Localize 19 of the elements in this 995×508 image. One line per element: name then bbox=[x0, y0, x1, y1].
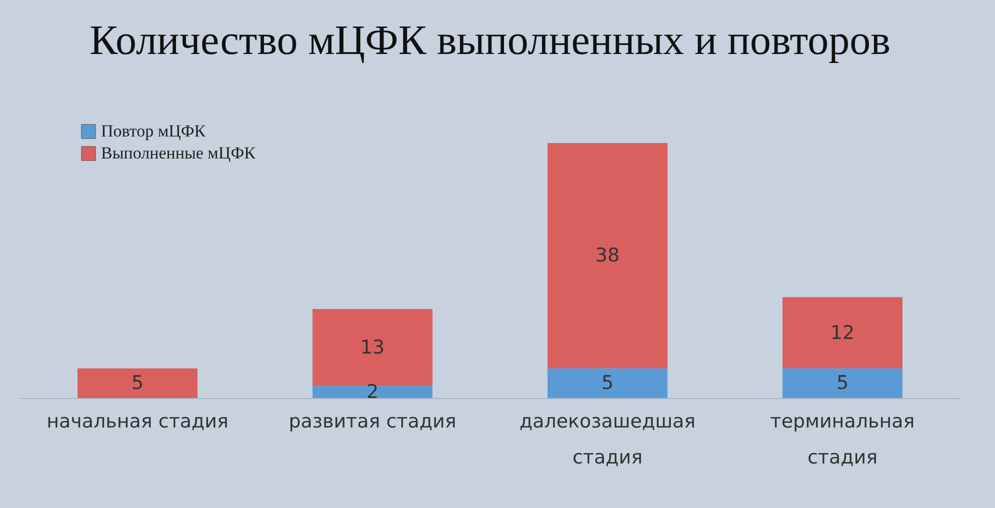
data-label: 2 bbox=[366, 381, 379, 404]
x-tick-label: начальная стадия bbox=[46, 410, 228, 432]
bar bbox=[78, 368, 198, 398]
data-label: 5 bbox=[131, 372, 144, 394]
bar bbox=[782, 297, 902, 368]
data-label: 5 bbox=[836, 372, 849, 394]
chart-title: Количество мЦФК выполненных и повторов bbox=[90, 18, 890, 64]
x-tick-label: далекозашедшая стадия bbox=[519, 410, 696, 468]
data-label: 38 bbox=[595, 244, 620, 267]
data-label: 5 bbox=[601, 372, 614, 394]
x-tick-label: терминальная стадия bbox=[770, 410, 915, 468]
data-label: 12 bbox=[830, 322, 855, 344]
data-label: 13 bbox=[360, 336, 385, 359]
bar bbox=[548, 368, 668, 398]
legend-label: Выполненные мЦФК bbox=[101, 144, 256, 162]
x-tick-label: развитая стадия bbox=[288, 410, 456, 432]
bar bbox=[548, 143, 668, 368]
bar bbox=[782, 368, 902, 398]
legend-label: Повтор мЦФК bbox=[101, 122, 206, 140]
